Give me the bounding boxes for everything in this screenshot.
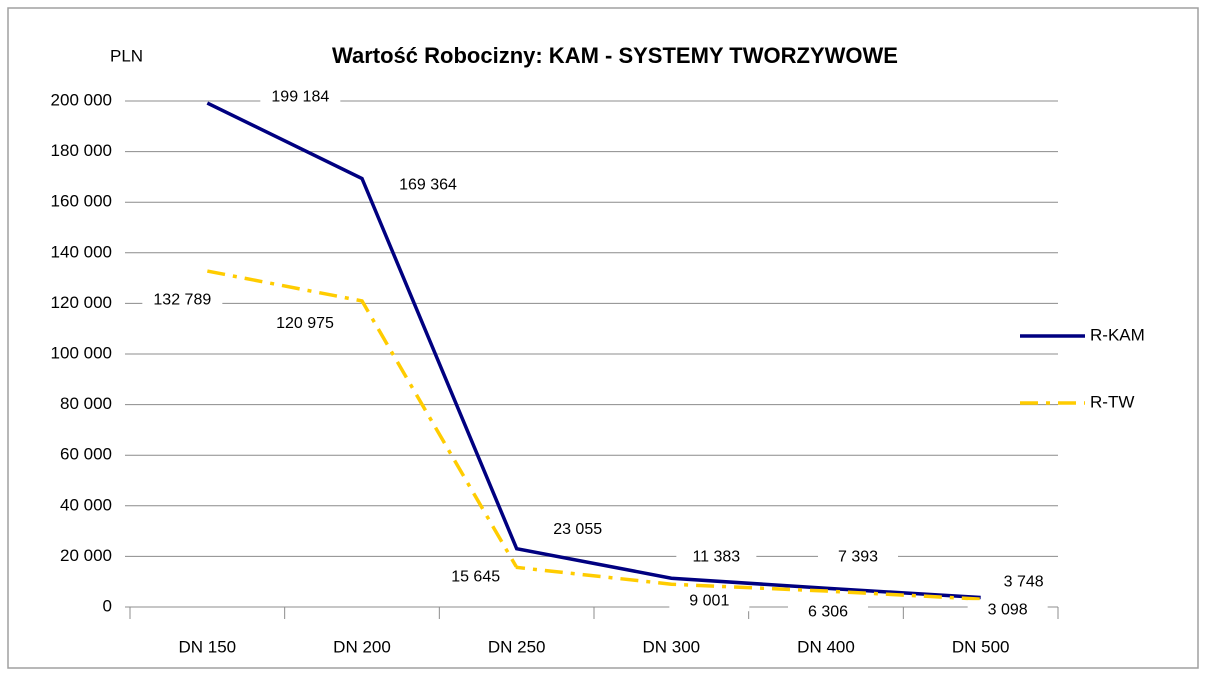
series-line <box>207 269 981 601</box>
legend-label: R-TW <box>1090 392 1134 411</box>
data-label: 23 055 <box>553 521 602 538</box>
data-label: 6 306 <box>808 603 848 620</box>
data-label: 3 748 <box>1004 574 1044 591</box>
y-tick-label: 200 000 <box>51 90 112 109</box>
data-label: 3 098 <box>988 601 1028 618</box>
data-label: 9 001 <box>689 592 729 609</box>
series-line <box>206 101 981 600</box>
y-axis-label: PLN <box>110 46 143 65</box>
data-label-bg <box>669 591 750 612</box>
x-tick-label: DN 150 <box>179 637 237 656</box>
x-tick-label: DN 300 <box>643 637 701 656</box>
y-tick-label: 160 000 <box>51 192 112 211</box>
y-tick-label: 120 000 <box>51 293 112 312</box>
data-label: 132 789 <box>153 291 211 308</box>
data-label: 15 645 <box>451 569 500 586</box>
data-label-bg <box>260 87 341 108</box>
data-label-bg <box>142 290 223 311</box>
data-label-bg <box>388 175 468 196</box>
chart-title: Wartość Robocizny: KAM - SYSTEMY TWORZYW… <box>332 43 898 68</box>
data-label-bg <box>435 567 516 588</box>
data-label: 11 383 <box>692 548 740 565</box>
data-label-bg <box>537 519 618 540</box>
y-tick-label: 0 <box>103 596 112 615</box>
data-label: 120 975 <box>276 315 334 332</box>
chart-frame <box>7 7 1199 669</box>
y-tick-label: 60 000 <box>60 445 112 464</box>
x-tick-label: DN 400 <box>797 637 855 656</box>
data-label: 199 184 <box>271 88 329 105</box>
y-tick-label: 140 000 <box>51 242 112 261</box>
x-tick-label: DN 500 <box>952 637 1010 656</box>
y-tick-label: 80 000 <box>60 394 112 413</box>
data-label-bg <box>265 313 345 334</box>
y-tick-label: 40 000 <box>60 495 112 514</box>
data-label-bg <box>788 602 868 623</box>
data-label: 169 364 <box>399 177 457 194</box>
legend-label: R-KAM <box>1090 325 1145 344</box>
data-label: 7 393 <box>838 549 878 566</box>
y-tick-label: 180 000 <box>51 141 112 160</box>
data-label-bg <box>818 547 898 568</box>
x-tick-label: DN 250 <box>488 637 546 656</box>
data-label-bg <box>983 572 1064 593</box>
data-label-bg <box>676 547 757 568</box>
x-tick-label: DN 200 <box>333 637 391 656</box>
y-tick-label: 20 000 <box>60 546 112 565</box>
y-tick-label: 100 000 <box>51 343 112 362</box>
data-label-bg <box>967 600 1048 621</box>
